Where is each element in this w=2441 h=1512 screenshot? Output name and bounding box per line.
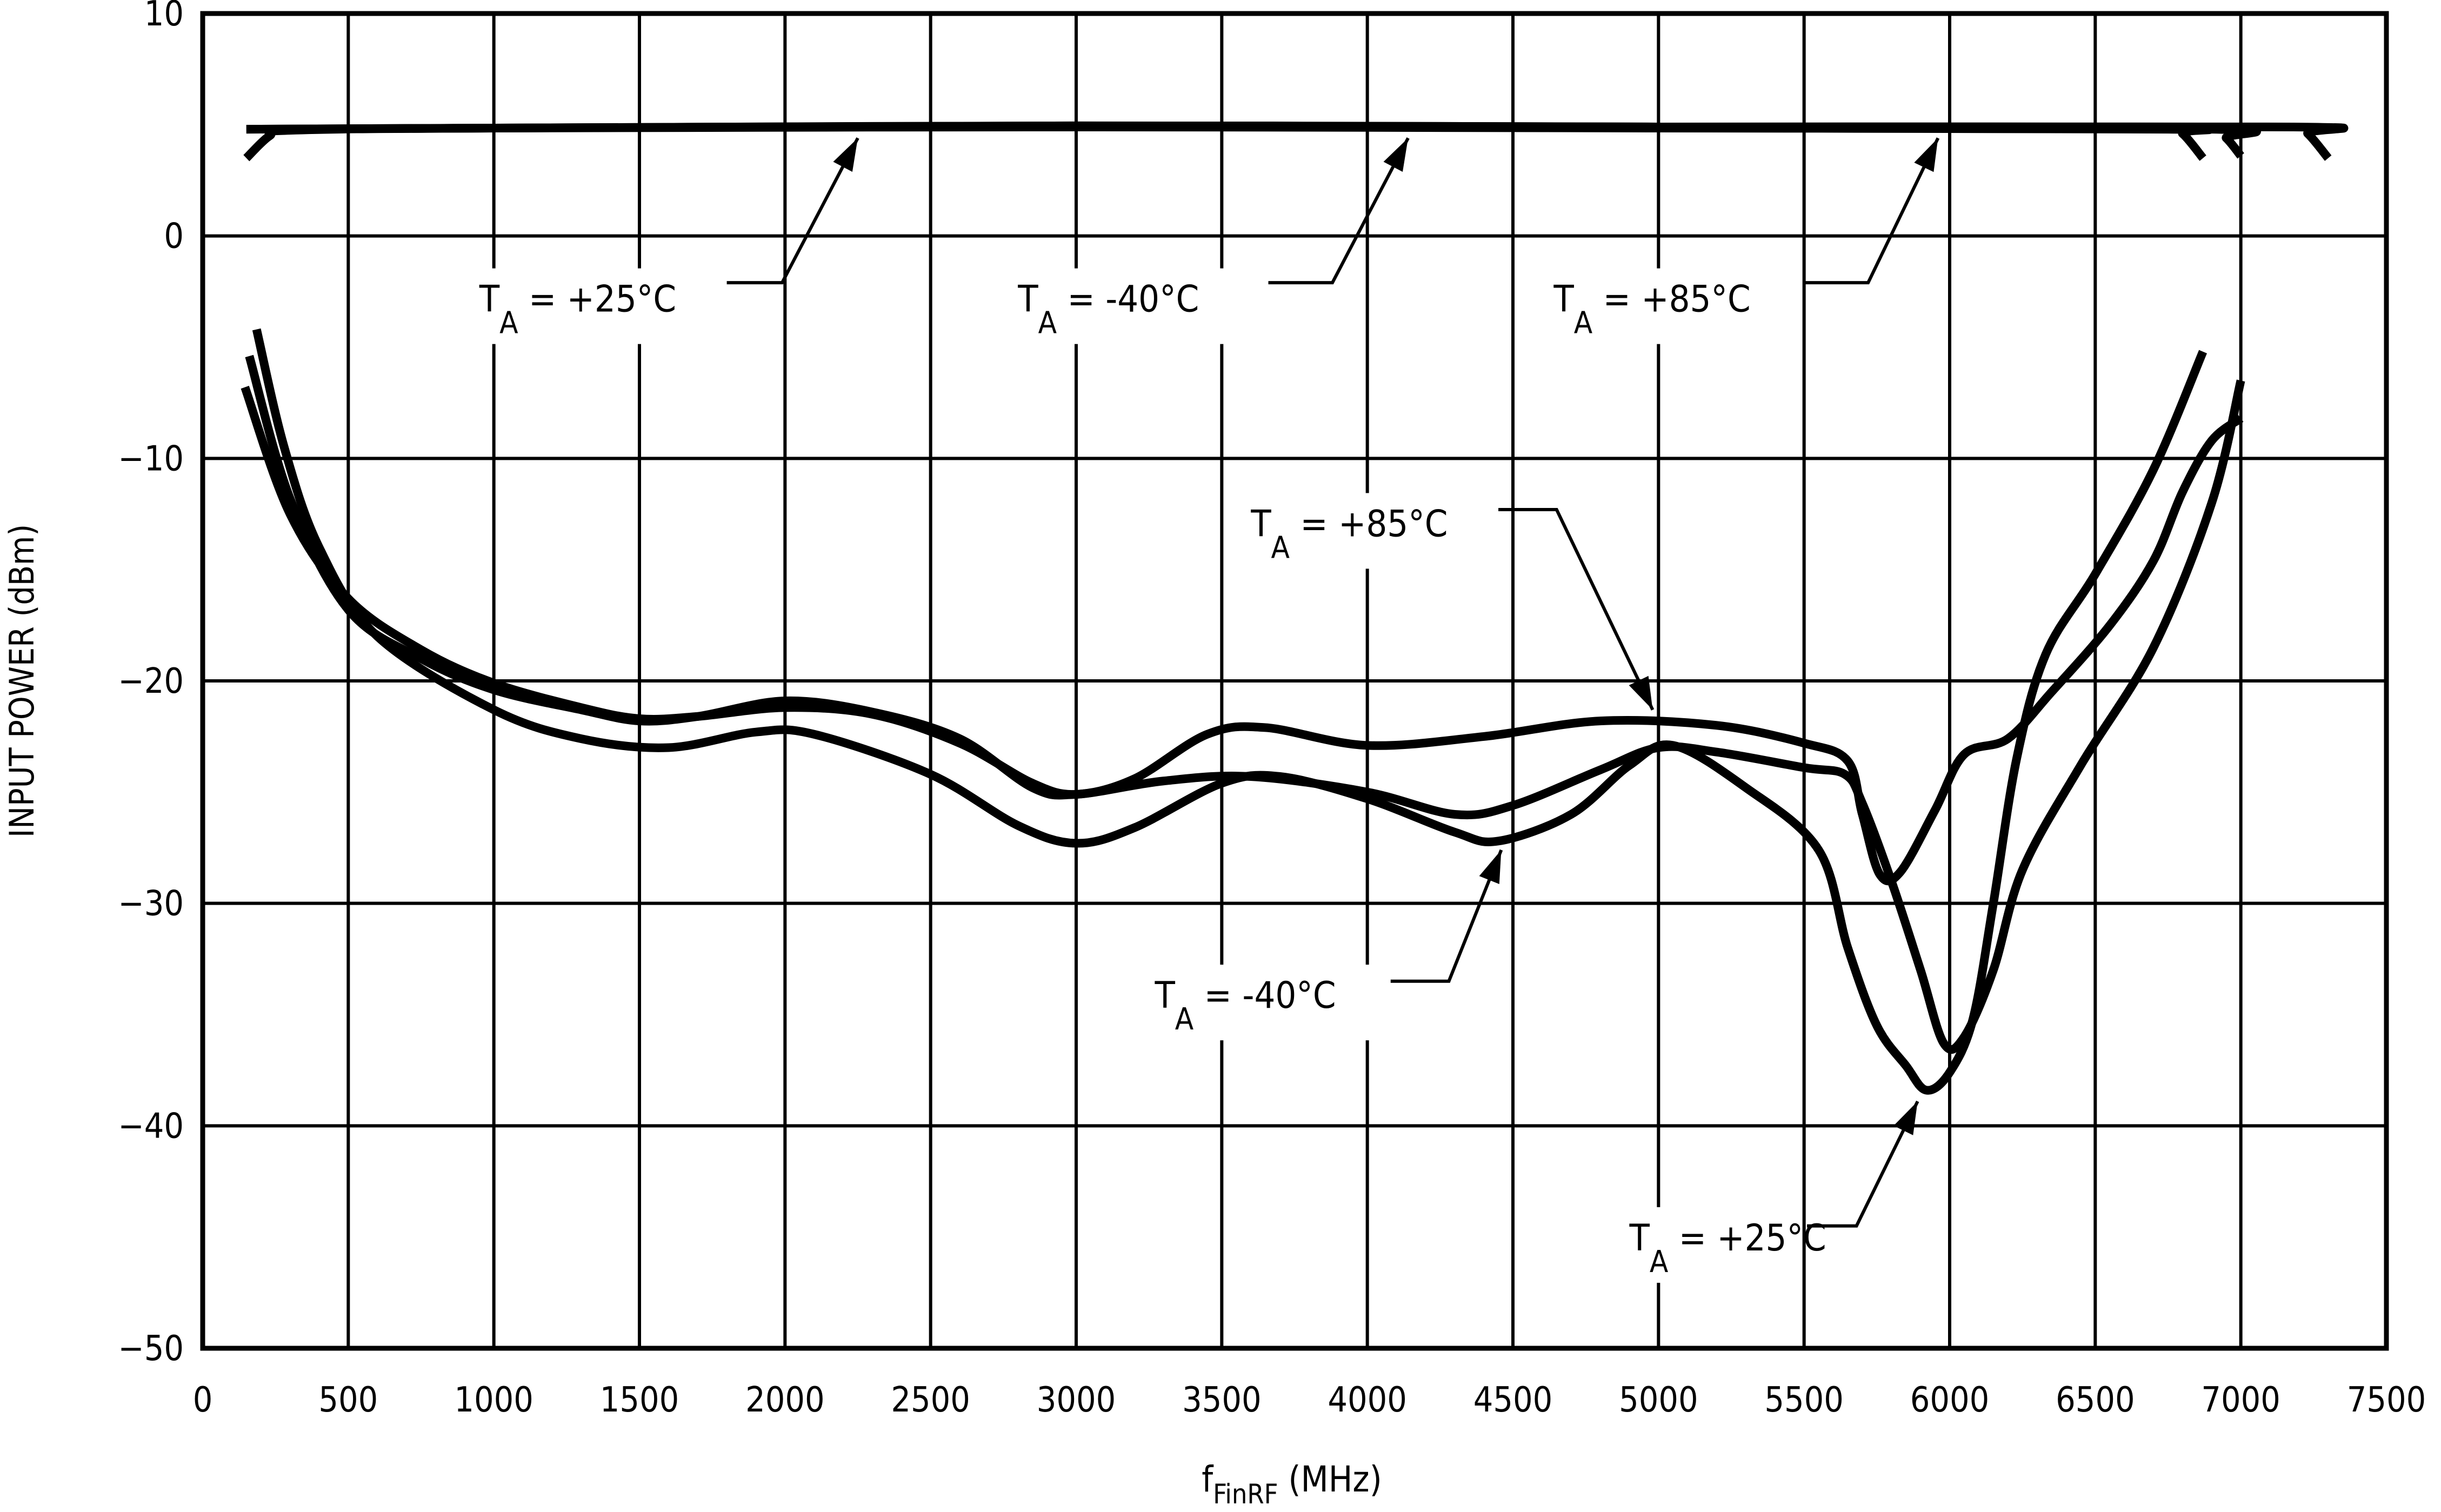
annotation-label: TA = -40°C [1154, 974, 1336, 1037]
x-tick-label: 6000 [1910, 1380, 1990, 1420]
y-tick-label: −10 [118, 439, 184, 479]
annotation-rest: = -40°C [1193, 974, 1336, 1017]
series-line-5 [245, 354, 2245, 1054]
y-tick-label: −40 [118, 1106, 184, 1146]
arrowhead-icon [1629, 675, 1653, 710]
annotation-sub: A [1038, 306, 1057, 341]
series-line-6 [252, 328, 2207, 1095]
x-tick-label: 0 [193, 1380, 213, 1420]
y-tick-label: −20 [118, 661, 184, 701]
annotation-main: T [1629, 1217, 1650, 1260]
annotation-rest: = +85°C [1290, 503, 1448, 545]
annotation-main: T [479, 278, 500, 321]
annotation-background [1543, 268, 1799, 344]
annotation-label: TA = +85°C [1553, 278, 1750, 341]
series-line-4 [241, 385, 2244, 886]
annotation-rest: = +25°C [1668, 1217, 1826, 1260]
annotation-rest: = +85°C [1592, 278, 1751, 321]
x-tick-label: 7500 [2347, 1380, 2426, 1420]
y-tick-label: −50 [118, 1329, 184, 1369]
annotation-main: T [1553, 278, 1574, 321]
arrowhead-icon [1914, 138, 1938, 172]
annotation-label: TA = +85°C [1250, 503, 1448, 565]
x-tick-label: 2500 [891, 1380, 970, 1420]
annotation-leader-line [1390, 849, 1503, 983]
x-tick-label: 1500 [600, 1380, 679, 1420]
x-tick-label: 3500 [1182, 1380, 1262, 1420]
x-tick-label: 1000 [454, 1380, 533, 1420]
annotation-rest: = -40°C [1057, 278, 1199, 321]
annotation-label: TA = +25°C [1629, 1217, 1826, 1280]
annotation-main: T [1017, 278, 1038, 321]
annotation-background [1618, 1207, 1802, 1283]
y-axis-label: INPUT POWER (dBm) [2, 524, 42, 838]
annotations: TA = +25°C TA = -40°C TA = +85°CTA = +85°C… [468, 137, 1940, 1283]
arrowhead-icon [833, 138, 858, 172]
annotation-leader-line [1268, 137, 1410, 285]
x-tick-label: 4000 [1328, 1380, 1407, 1420]
annotation-background [1007, 268, 1263, 344]
annotation-leader-line [1804, 137, 1940, 285]
annotation-leader-line [726, 137, 859, 285]
annotation-background [1144, 965, 1385, 1041]
annotation-main: T [1250, 503, 1271, 545]
x-tick-label: 3000 [1037, 1380, 1116, 1420]
annotation-rest: = +25°C [518, 278, 677, 321]
annotation-sub: A [1574, 306, 1593, 341]
annotation-sub: A [499, 306, 518, 341]
x-tick-label: 500 [318, 1380, 378, 1420]
x-axis-label-main: f [1202, 1459, 1214, 1500]
y-tick-label: 10 [144, 0, 184, 34]
x-tick-label: 4500 [1473, 1380, 1553, 1420]
x-tick-label: 5500 [1764, 1380, 1844, 1420]
series-line-3 [246, 121, 2349, 161]
x-tick-label: 7000 [2201, 1380, 2280, 1420]
x-tick-label: 5000 [1619, 1380, 1698, 1420]
annotation-leader-line [1807, 1100, 1919, 1228]
annotation-leader-line [1498, 508, 1655, 711]
x-tick-labels: 0 500 1000 1500 2000 2500 3000 3500 4000 4500 5000… [193, 1380, 2426, 1420]
arrowhead-icon [1479, 849, 1502, 885]
x-axis-label-sub: FinRF [1213, 1478, 1278, 1510]
annotation-background [468, 268, 722, 344]
y-tick-label: 0 [164, 217, 184, 257]
x-tick-label: 2000 [745, 1380, 825, 1420]
annotation-sub: A [1175, 1002, 1194, 1037]
y-tick-labels: 10 0 −10 −20 −30 −40 −50 [118, 0, 184, 1369]
annotation-sub: A [1650, 1245, 1669, 1280]
annotation-background [1240, 493, 1493, 569]
series-lines [241, 121, 2349, 1095]
x-axis-label: fFinRF (MHz) [1202, 1459, 1382, 1510]
annotation-label: TA = +25°C [479, 278, 676, 341]
x-axis-label-rest: (MHz) [1278, 1459, 1382, 1500]
plot-frame [200, 11, 2389, 1351]
annotation-main: T [1154, 974, 1175, 1017]
arrowhead-icon [1383, 138, 1409, 172]
arrowhead-icon [1893, 1101, 1918, 1135]
x-tick-label: 6500 [2056, 1380, 2135, 1420]
y-tick-label: −30 [118, 884, 184, 924]
annotation-sub: A [1271, 530, 1290, 565]
annotation-label: TA = -40°C [1017, 278, 1199, 341]
